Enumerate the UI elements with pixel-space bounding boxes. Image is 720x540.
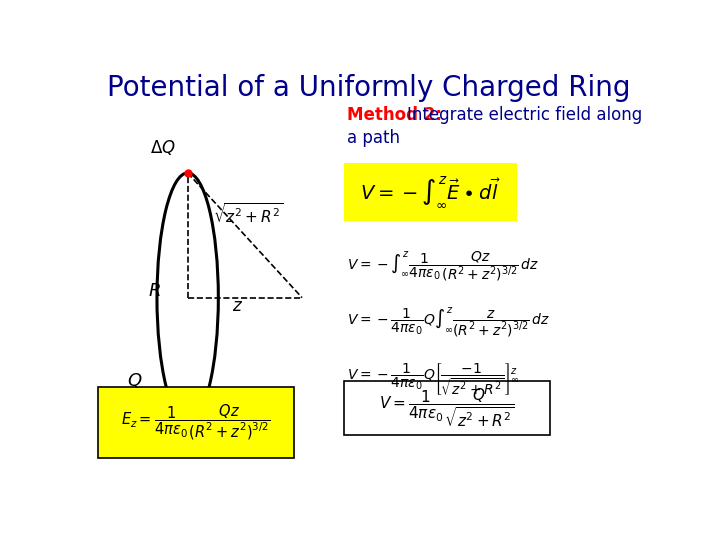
Text: $\sqrt{z^2+R^2}$: $\sqrt{z^2+R^2}$	[213, 202, 283, 226]
Text: a path: a path	[347, 129, 400, 146]
Text: $E_z = \dfrac{1}{4\pi\varepsilon_0} \dfrac{Qz}{\left(R^2+z^2\right)^{3/2}}$: $E_z = \dfrac{1}{4\pi\varepsilon_0} \dfr…	[121, 403, 271, 442]
Text: $V = -\int_{\infty}^{z} \dfrac{1}{4\pi\varepsilon_0} \dfrac{Qz}{\left(R^2+z^2\ri: $V = -\int_{\infty}^{z} \dfrac{1}{4\pi\v…	[347, 249, 539, 284]
Text: Method 2:: Method 2:	[347, 106, 441, 124]
FancyBboxPatch shape	[344, 163, 517, 221]
FancyBboxPatch shape	[99, 387, 294, 458]
Text: Integrate electric field along: Integrate electric field along	[407, 106, 642, 124]
Text: $V = -\dfrac{1}{4\pi\varepsilon_0} Q\left[\dfrac{-1}{\sqrt{z^2+R^2}}\right]_{\in: $V = -\dfrac{1}{4\pi\varepsilon_0} Q\lef…	[347, 361, 519, 396]
Text: $z$: $z$	[233, 297, 243, 315]
Text: $V = \dfrac{1}{4\pi\varepsilon_0} \dfrac{Q}{\sqrt{z^2+R^2}}$: $V = \dfrac{1}{4\pi\varepsilon_0} \dfrac…	[379, 387, 515, 429]
Text: $V = -\int_{\infty}^{z} \vec{E} \bullet d\vec{l}$: $V = -\int_{\infty}^{z} \vec{E} \bullet …	[360, 174, 501, 209]
FancyBboxPatch shape	[344, 381, 550, 435]
Text: $Q$: $Q$	[127, 372, 143, 390]
Text: $\Delta Q$: $\Delta Q$	[150, 138, 176, 158]
Text: Potential of a Uniformly Charged Ring: Potential of a Uniformly Charged Ring	[107, 73, 631, 102]
Text: $R$: $R$	[148, 282, 161, 300]
Text: $V = -\dfrac{1}{4\pi\varepsilon_0} Q\int_{\infty}^{z} \dfrac{z}{\left(R^2+z^2\ri: $V = -\dfrac{1}{4\pi\varepsilon_0} Q\int…	[347, 306, 550, 339]
